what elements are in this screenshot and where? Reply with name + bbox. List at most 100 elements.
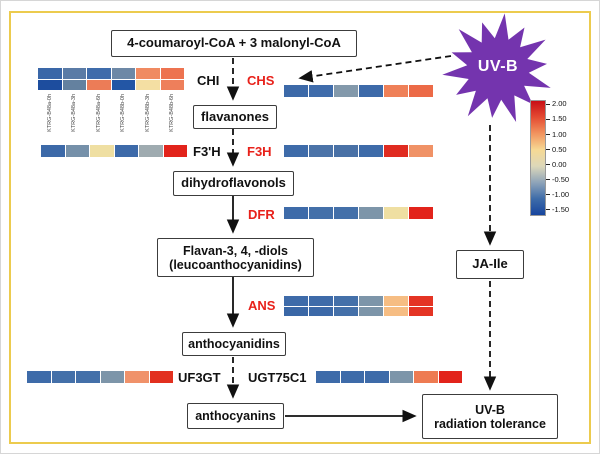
flavan-diols-box: Flavan-3, 4, -diols (leucoanthocyanidins…	[157, 238, 314, 277]
heatmap-cell	[100, 371, 125, 384]
heatmap-cell	[384, 85, 409, 98]
colorbar-tick	[546, 179, 550, 181]
sample-column: KTRG-B48b-6h	[161, 94, 186, 152]
flavan-diols-line2: (leucoanthocyanidins)	[169, 257, 302, 272]
colorbar-tick-row: -0.50	[546, 176, 569, 184]
heatmap-chi	[38, 68, 185, 91]
heatmap-cell	[139, 145, 164, 158]
sample-label: KTRG-B48a-0h	[46, 94, 53, 132]
uvb-star-label: UV-B	[477, 58, 519, 75]
heatmap-f3h	[284, 145, 434, 158]
flavanones-box: flavanones	[193, 105, 277, 129]
sample-column: KTRG-B48a-3h	[63, 94, 88, 152]
colorbar-tick-row: -1.00	[546, 191, 569, 199]
colorbar-tick-row: -1.50	[546, 206, 569, 214]
heatmap-cell	[76, 371, 101, 384]
tolerance-line2: radiation tolerance	[434, 416, 546, 431]
sample-label: KTRG-B48a-3h	[71, 94, 77, 132]
heatmap-cell	[114, 145, 139, 158]
enzyme-label-chi: CHI	[197, 73, 220, 88]
sample-column: KTRG-B48a-6h	[87, 94, 112, 152]
heatmap-cell	[409, 207, 434, 220]
heatmap-ans	[284, 296, 434, 317]
heatmap-cell	[334, 145, 359, 158]
figure-border	[9, 11, 591, 444]
heatmap-cell	[359, 306, 384, 317]
heatmap-cell	[284, 145, 309, 158]
colorbar-tick-label: -1.50	[552, 205, 570, 215]
heatmap-cell	[359, 85, 384, 98]
heatmap-cell	[160, 79, 185, 91]
colorbar-tick	[546, 164, 550, 166]
heatmap-cell	[409, 85, 434, 98]
heatmap-cell	[136, 79, 161, 91]
heatmap-cell	[334, 85, 359, 98]
colorbar-gradient	[530, 100, 546, 216]
colorbar-tick	[546, 133, 550, 135]
heatmap-cell	[384, 296, 409, 307]
heatmap-cell	[384, 207, 409, 220]
heatmap-cell	[409, 296, 434, 307]
heatmap-chs	[284, 85, 434, 98]
colorbar-tick-label: 1.50	[552, 114, 567, 124]
heatmap-cell	[359, 207, 384, 220]
heatmap-cell	[359, 145, 384, 158]
colorbar-tick-label: -1.00	[552, 190, 570, 200]
heatmap-cell	[309, 145, 334, 158]
heatmap-dfr	[284, 207, 434, 220]
heatmap-cell	[309, 207, 334, 220]
colorbar-labels: 2.00 1.50 1.00 0.50 0.00 -0.50 -1.00 -1.50	[546, 100, 569, 214]
heatmap-cell	[365, 371, 390, 384]
heatmap-cell	[309, 296, 334, 307]
heatmap-cell	[149, 371, 174, 384]
heatmap-cell	[438, 371, 463, 384]
heatmap-cell	[160, 68, 185, 80]
colorbar-tick-row: 1.50	[546, 115, 569, 123]
heatmap-cell	[309, 85, 334, 98]
sample-column: KTRG-B48b-0h	[112, 94, 137, 152]
colorbar-tick	[546, 194, 550, 196]
colorbar-tick-row: 0.00	[546, 161, 569, 169]
colorbar-tick	[546, 148, 550, 150]
enzyme-label-ugt75c1: UGT75C1	[248, 370, 307, 385]
heatmap-f3ph	[41, 145, 188, 158]
heatmap-cell	[90, 145, 115, 158]
heatmap-cell	[284, 85, 309, 98]
heatmap-cell	[384, 306, 409, 317]
flavan-diols-line1: Flavan-3, 4, -diols	[183, 243, 288, 258]
colorbar-tick-row: 1.00	[546, 130, 569, 138]
heatmap-cell	[340, 371, 365, 384]
colorbar-legend: 2.00 1.50 1.00 0.50 0.00 -0.50 -1.00 -1.50	[530, 100, 569, 216]
enzyme-label-ans: ANS	[248, 298, 276, 313]
sample-labels: KTRG-B48a-0h KTRG-B48a-3h KTRG-B48a-6h KTRG…	[38, 94, 185, 152]
sample-column: KTRG-B48a-0h	[38, 94, 63, 152]
heatmap-cell	[111, 68, 136, 80]
enzyme-label-f3h: F3H	[247, 144, 272, 159]
heatmap-cell	[65, 145, 90, 158]
colorbar-tick	[546, 209, 550, 211]
tolerance-line1: UV-B	[475, 402, 505, 417]
heatmap-cell	[334, 207, 359, 220]
colorbar-tick	[546, 118, 550, 120]
anthocyanins-box: anthocyanins	[187, 403, 284, 429]
sample-column: KTRG-B48b-3h	[136, 94, 161, 152]
heatmap-cell	[41, 145, 66, 158]
heatmap-cell	[359, 296, 384, 307]
heatmap-cell	[409, 306, 434, 317]
heatmap-cell	[284, 207, 309, 220]
ja-ile-box: JA-Ile	[456, 250, 524, 279]
heatmap-cell	[389, 371, 414, 384]
heatmap-cell	[27, 371, 52, 384]
colorbar-tick-label: 0.00	[552, 159, 567, 169]
substrate-box: 4-coumaroyl-CoA + 3 malonyl-CoA	[111, 30, 357, 57]
heatmap-uf3gt	[27, 371, 174, 384]
dihydroflavonols-box: dihydroflavonols	[173, 171, 294, 196]
colorbar-tick	[546, 103, 550, 105]
colorbar-tick-label: -0.50	[552, 174, 570, 184]
sample-label: KTRG-B48a-6h	[95, 94, 102, 132]
heatmap-cell	[409, 145, 434, 158]
colorbar-tick-label: 2.00	[552, 99, 567, 109]
heatmap-cell	[284, 296, 309, 307]
heatmap-cell	[414, 371, 439, 384]
